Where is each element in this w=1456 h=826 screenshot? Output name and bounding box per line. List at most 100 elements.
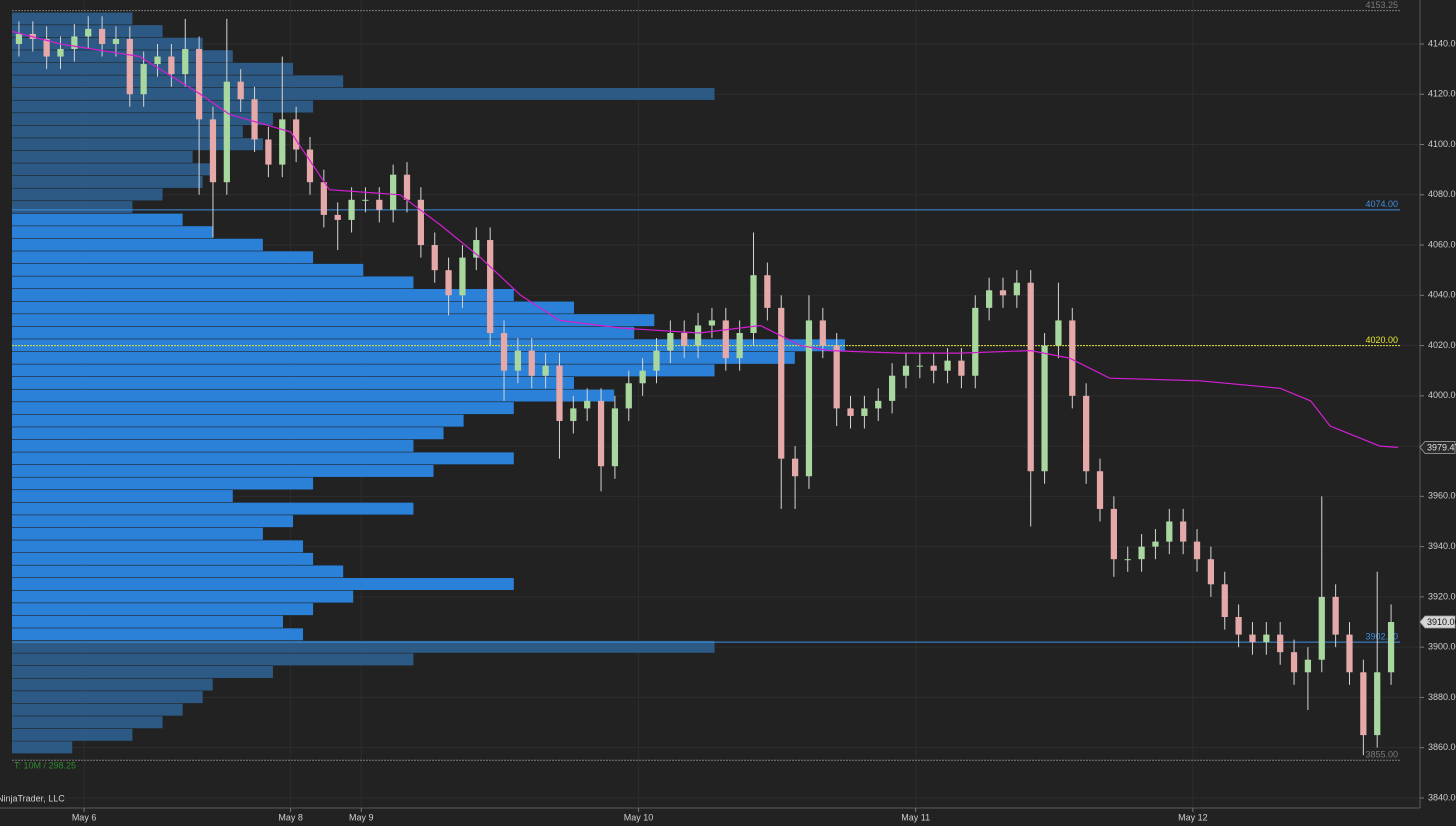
candle-body [1138,546,1145,560]
candle-body [445,270,452,296]
y-tick-label: 3900.00 [1428,642,1456,652]
candle-body [195,49,203,120]
candle-body [611,408,619,467]
profile-bar [12,87,715,100]
candle-body [1263,634,1270,643]
profile-bar [12,640,715,653]
candle-body [930,365,937,371]
y-tick-label: 3880.00 [1428,692,1456,702]
x-tick-label: May 8 [278,812,303,822]
candle-body [376,199,383,210]
candle-body [805,320,813,477]
volume-profile [12,12,845,754]
profile-bar [12,502,414,515]
candle-body [861,408,868,416]
x-tick-label: May 6 [72,812,97,822]
y-tick-label: 4060.00 [1428,239,1456,249]
candle-body [237,81,244,100]
candle-body [348,199,355,220]
profile-bar [12,326,635,339]
candle-body [140,64,147,95]
profile-bar [12,515,294,528]
candle-body [57,49,64,57]
candle-body [681,333,688,346]
candle-body [251,99,258,140]
candle-body [1207,559,1215,585]
x-tick-label: May 11 [901,812,930,822]
y-tick-label: 3940.00 [1428,541,1456,551]
candle-body [833,345,840,409]
price-badge-label: 3910.00 [1427,617,1456,627]
candle-body [71,36,78,50]
candle-body [667,333,674,351]
candle-body [1166,521,1173,542]
candle-body [320,182,327,215]
profile-bar [12,590,354,603]
candle-body [972,307,979,376]
candle-body [500,333,508,371]
profile-bar [12,125,243,138]
candle-body [362,199,369,201]
candle-body [487,240,494,334]
level-label: 3855.00 [1365,750,1398,760]
candle-body [43,38,50,57]
candle-body [265,139,272,165]
profile-bar [12,276,414,289]
x-tick-label: May 9 [349,812,374,822]
profile-bar [12,150,193,163]
profile-bar [12,175,203,188]
candle-body [750,275,757,334]
profile-bar [12,201,133,214]
candle-body [888,375,896,401]
profile-bar [12,628,304,641]
profile-bar [12,703,183,716]
candle-body [223,81,230,183]
profile-bar [12,113,273,126]
candle-body [1027,282,1034,472]
profile-bar [12,578,514,591]
y-tick-label: 3840.00 [1428,792,1456,802]
profile-bar [12,603,314,616]
candle-body [1387,622,1395,673]
profile-bar [12,615,283,628]
profile-bar [12,364,715,377]
profile-bar [12,653,414,666]
candle-body [1374,672,1381,736]
level-label: 3902.00 [1365,632,1398,642]
profile-bar [12,188,163,201]
profile-bar [12,238,263,251]
candle-body [1110,508,1117,560]
candle-body [902,365,910,376]
candle-body [1152,541,1159,547]
profile-bar [12,263,364,276]
y-tick-label: 3860.00 [1428,742,1456,752]
candle-body [112,38,120,44]
profile-bar [12,402,514,415]
profile-bar [12,540,304,553]
indicator [11,30,1399,448]
profile-bar [12,527,263,540]
candle-body [944,360,951,371]
profile-bar [12,213,183,226]
candles [15,16,1395,756]
candle-body [1124,559,1131,561]
profile-bar [12,691,203,704]
profile-bar [12,477,314,490]
candle-body [999,290,1007,296]
candle-body [459,257,466,296]
y-tick-label: 4020.00 [1428,340,1456,350]
profile-bar [12,251,314,264]
candle-body [639,370,646,384]
profile-bar [12,37,203,50]
y-tick-label: 4140.00 [1428,38,1456,48]
candle-body [1180,521,1187,542]
candle-body [306,149,314,183]
candle-body [1235,616,1242,635]
profile-bar [12,439,414,452]
level-label: 4074.00 [1365,199,1398,209]
candle-body [1249,634,1256,643]
profile-bar [12,464,434,477]
level-label: 4153.25 [1365,0,1398,10]
profile-bar [12,552,314,565]
